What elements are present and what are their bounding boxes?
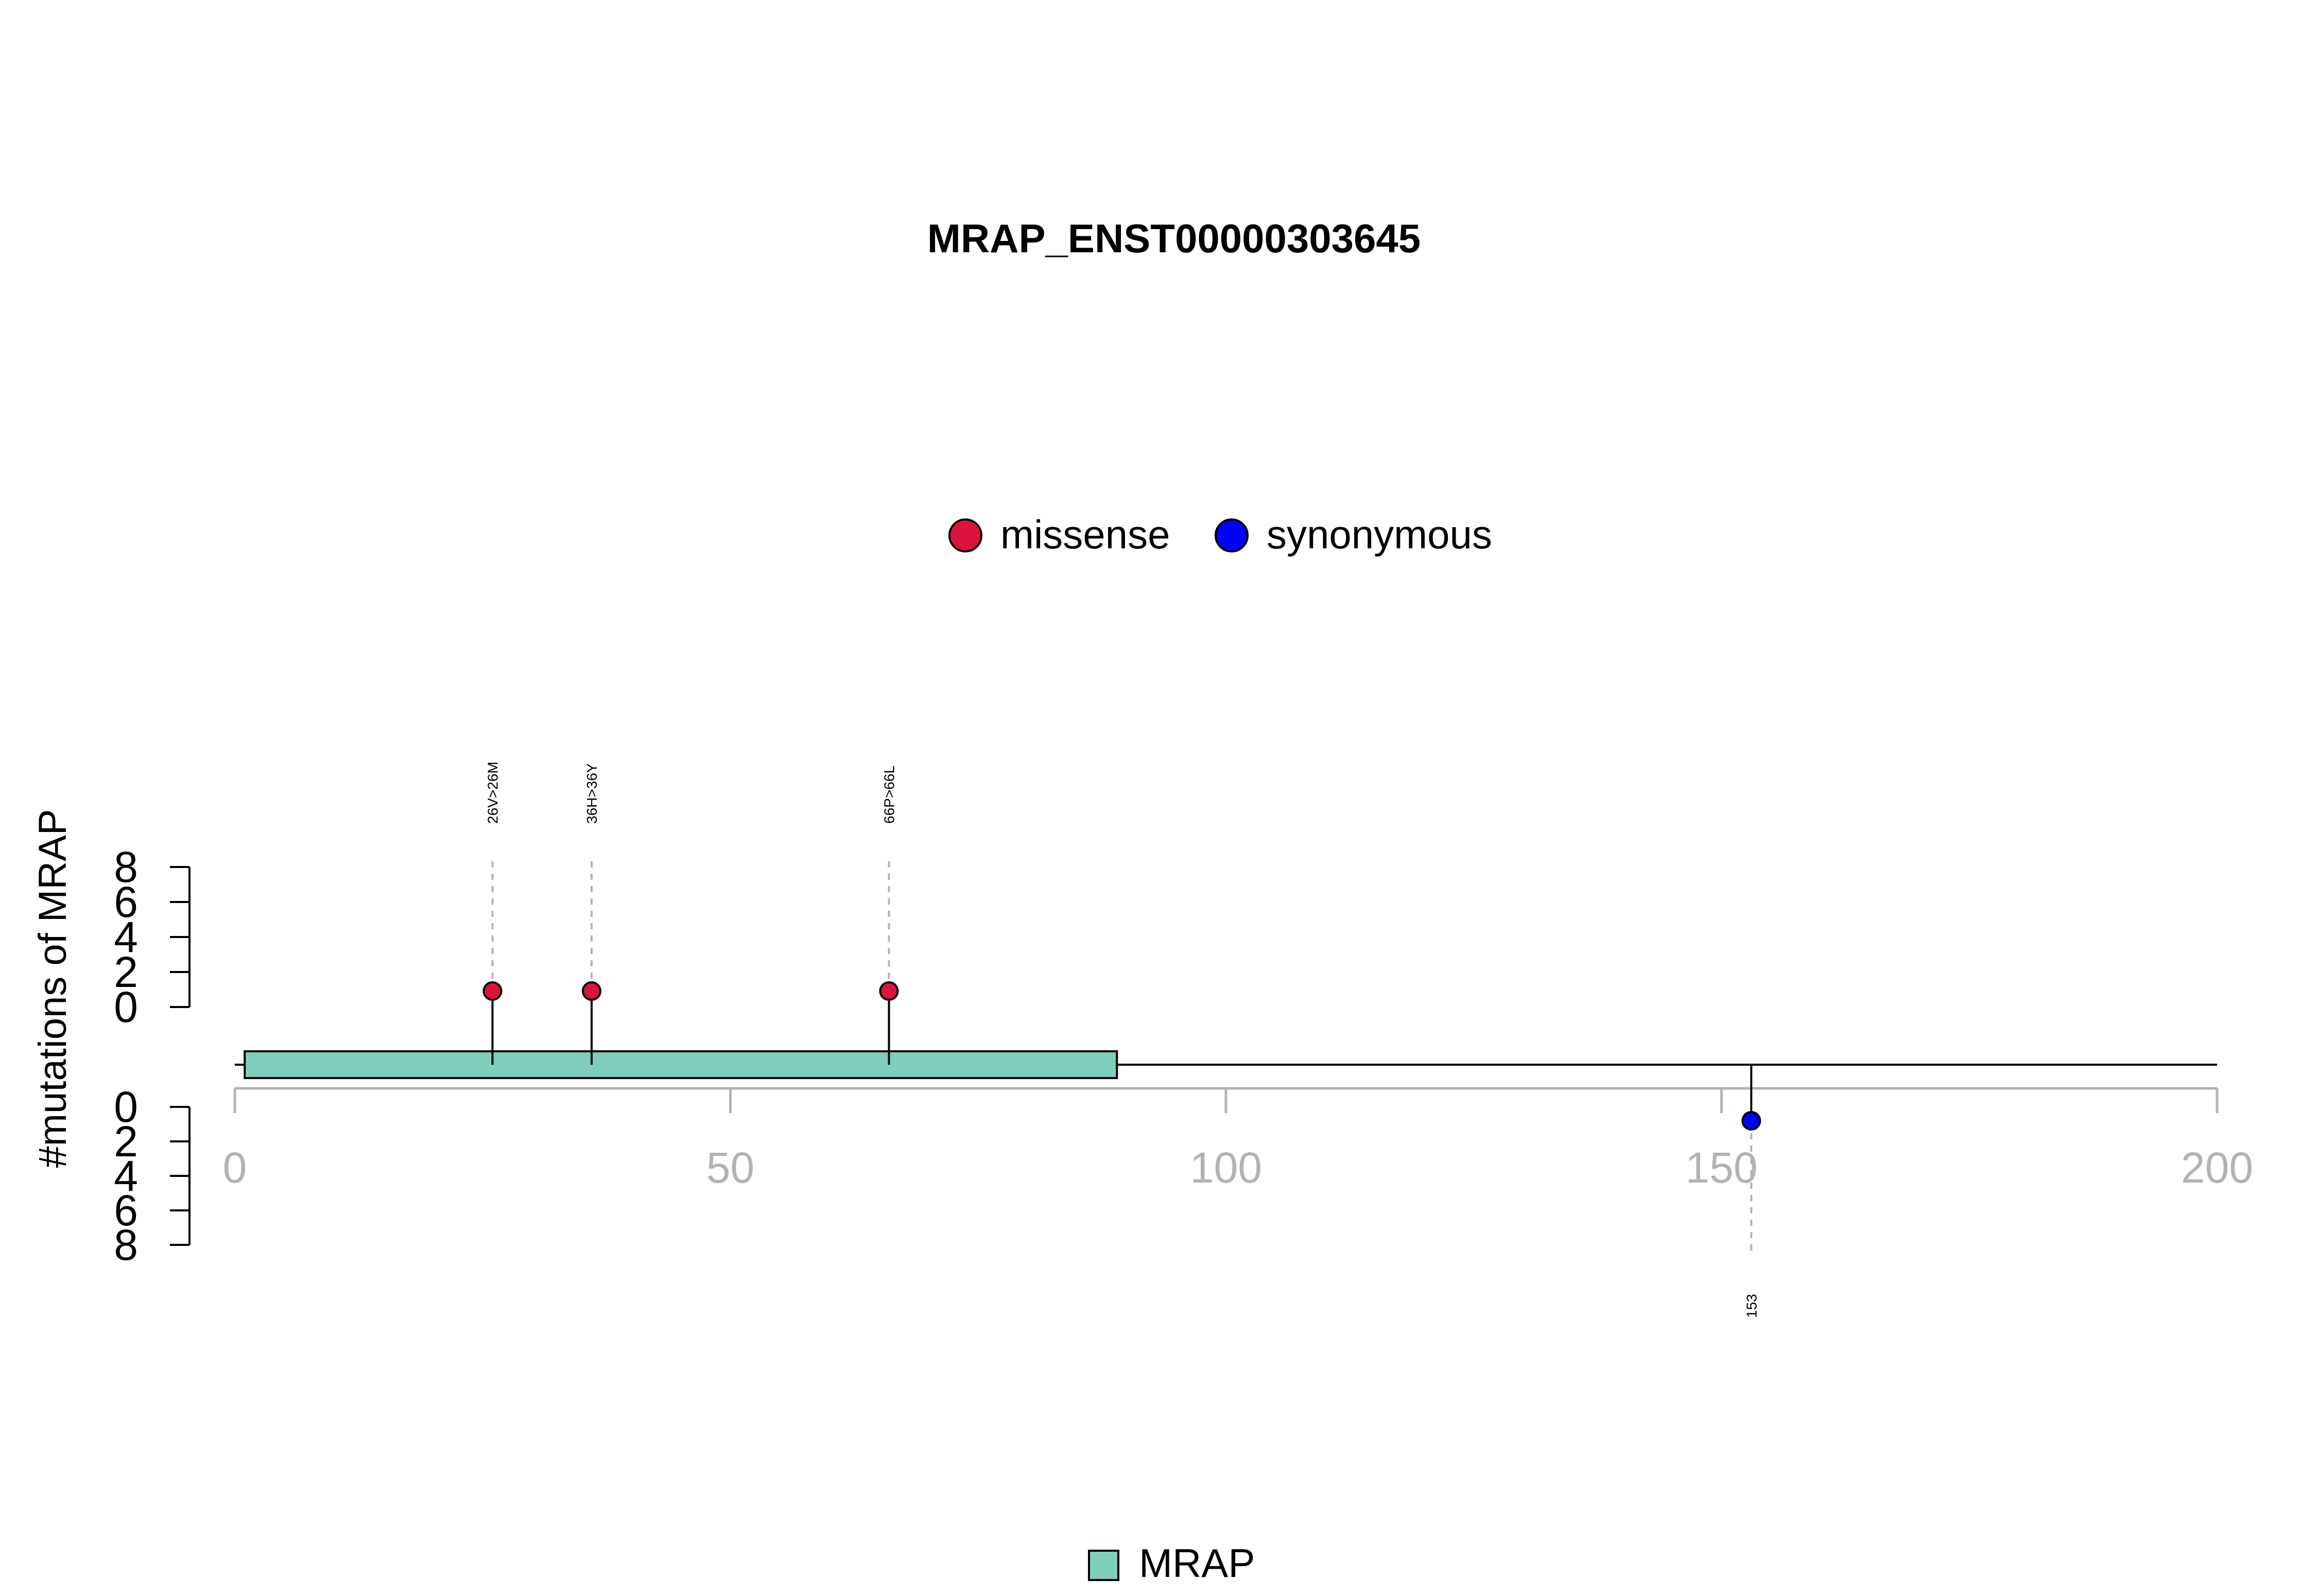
y-top-tick-label: 6 <box>114 878 138 926</box>
mutation-label: 26V>26M <box>485 761 501 824</box>
legend-synonymous-marker <box>1215 518 1249 552</box>
x-tick-label: 50 <box>706 1143 754 1192</box>
mutation-lollipop: 26V>26M <box>482 761 503 1065</box>
x-axis: 0 50 100 150 200 <box>223 1087 2253 1192</box>
domain-mrap <box>244 1050 1118 1079</box>
mutation-lollipop: 36H>36Y <box>582 763 601 1065</box>
mutation-legend: missense synonymous <box>948 512 1492 557</box>
y-bottom-tick-label: 4 <box>114 1152 138 1200</box>
y-top-tick-label: 2 <box>114 948 138 996</box>
y-top-tick-label: 4 <box>114 913 138 961</box>
mutation-point <box>482 981 503 1001</box>
mutation-lollipop: 66P>66L <box>879 766 899 1065</box>
mutation-point <box>1741 1111 1761 1131</box>
x-tick-label: 150 <box>1685 1143 1757 1192</box>
y-bottom-tick-label: 0 <box>114 1083 138 1131</box>
y-bottom-tick-label: 8 <box>114 1221 138 1269</box>
mutation-label: 36H>36Y <box>584 763 600 824</box>
legend-mrap-label: MRAP <box>1139 1540 1255 1586</box>
mutation-point <box>879 981 899 1001</box>
y-bottom-tick-label: 2 <box>114 1117 138 1166</box>
domain-legend: MRAP <box>1088 1540 1255 1586</box>
chart-title: MRAP_ENST00000303645 <box>927 216 1421 261</box>
mutation-lollipop: 153 <box>1741 1065 1761 1318</box>
legend-missense-label: missense <box>1000 512 1170 557</box>
legend-synonymous-label: synonymous <box>1267 512 1492 557</box>
legend-missense-marker <box>948 518 982 552</box>
mutation-label: 66P>66L <box>881 766 897 824</box>
x-tick-label: 100 <box>1190 1143 1262 1192</box>
legend-mrap-swatch <box>1088 1550 1119 1581</box>
y-axis-label: #mutations of MRAP <box>31 809 75 1168</box>
mutation-lollipops: 26V>26M 36H>36Y 66P>66L 153 <box>482 761 1761 1318</box>
y-bottom-tick-label: 6 <box>114 1186 138 1235</box>
mutation-label: 153 <box>1743 1294 1759 1318</box>
x-tick-label: 200 <box>2181 1143 2253 1192</box>
x-tick-label: 0 <box>223 1143 247 1192</box>
protein-domains <box>244 1050 1118 1079</box>
y-top-tick-label: 0 <box>114 983 138 1031</box>
y-top-tick-label: 8 <box>114 843 138 891</box>
x-axis-ticks: 0 50 100 150 200 <box>223 1088 2253 1192</box>
mutation-point <box>582 981 601 1001</box>
